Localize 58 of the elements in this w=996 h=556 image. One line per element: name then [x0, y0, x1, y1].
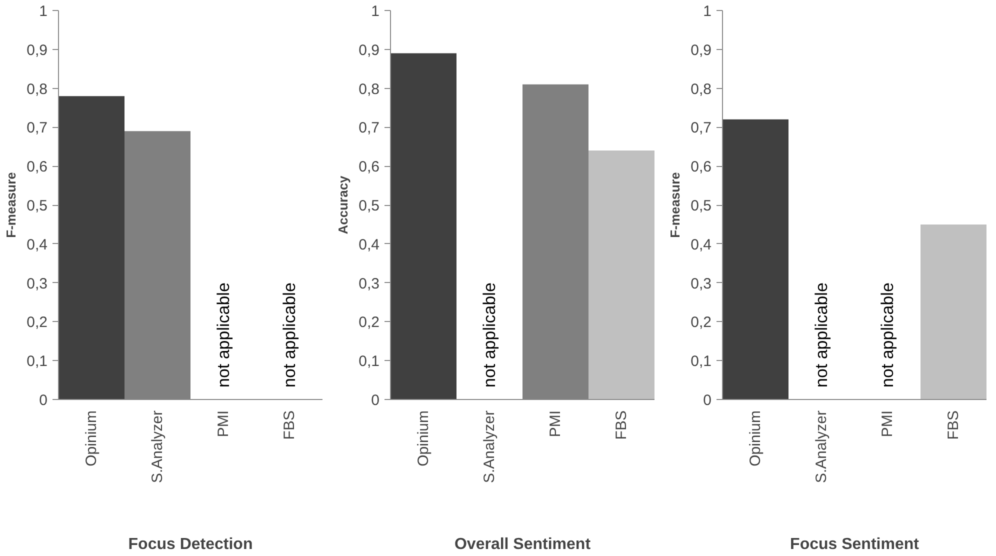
x-tick-label: FBS [945, 410, 962, 440]
x-axis-title: Focus Sentiment [790, 536, 920, 554]
x-tick-label: PMI [215, 410, 232, 438]
annotation: not applicable [878, 282, 897, 388]
y-tick-label: 0 [39, 392, 48, 409]
y-axis-title: F-measure [4, 172, 19, 238]
y-tick-label: 0,8 [26, 80, 48, 98]
y-tick-label: 0,9 [358, 42, 380, 59]
y-tick-label: 0,3 [690, 275, 712, 292]
y-tick-label: 0,5 [358, 198, 380, 214]
bar [390, 53, 456, 400]
y-axis-title: Accuracy [336, 174, 351, 234]
y-tick-label: 1 [371, 3, 380, 20]
y-tick-label: 1 [703, 3, 712, 20]
y-tick-label: 0,7 [690, 120, 712, 137]
x-axis-title: Focus Detection [128, 536, 253, 554]
x-tick-label: S.Analyzer [481, 410, 498, 484]
bar [588, 150, 654, 400]
annotation: not applicable [214, 282, 233, 388]
x-tick-label: S.Analyzer [149, 410, 166, 484]
x-tick-label: FBS [281, 410, 298, 440]
y-tick-label: 0,2 [26, 314, 48, 332]
y-tick-label: 0,3 [358, 275, 380, 292]
y-tick-label: 0,8 [358, 80, 380, 98]
y-tick-label: 0,1 [690, 353, 712, 370]
x-tick-label: FBS [613, 410, 630, 440]
x-tick-label: PMI [879, 410, 896, 438]
x-tick-label: Opinium [83, 410, 100, 466]
y-tick-label: 0,6 [26, 158, 48, 176]
y-tick-label: 0 [703, 392, 712, 409]
x-tick-label: Opinium [747, 410, 764, 466]
y-tick-label: 0,4 [26, 236, 48, 254]
y-tick-label: 0,4 [690, 236, 712, 254]
y-tick-label: 0,3 [26, 275, 48, 292]
y-tick-label: 0,5 [26, 198, 48, 214]
y-tick-label: 0,7 [358, 120, 380, 137]
y-tick-label: 0,7 [26, 120, 48, 137]
y-tick-label: 0,2 [358, 314, 380, 332]
y-tick-label: 0 [371, 392, 380, 409]
y-tick-label: 0,6 [358, 158, 380, 176]
y-tick-label: 0,4 [358, 236, 380, 254]
y-tick-label: 0,1 [26, 353, 48, 370]
y-tick-label: 0,5 [690, 198, 712, 214]
x-tick-label: PMI [547, 410, 564, 438]
y-tick-label: 0,9 [26, 42, 48, 59]
y-axis-title: F-measure [668, 172, 683, 238]
x-tick-label: S.Analyzer [813, 410, 830, 484]
x-tick-label: Opinium [415, 410, 432, 466]
y-tick-label: 0,2 [690, 314, 712, 332]
x-axis-title: Overall Sentiment [454, 536, 592, 554]
annotation: not applicable [812, 282, 831, 388]
y-tick-label: 0,9 [690, 42, 712, 59]
y-tick-label: 0,6 [690, 158, 712, 176]
y-tick-label: 0,1 [358, 353, 380, 370]
annotation: not applicable [480, 282, 499, 388]
annotation: not applicable [280, 282, 299, 388]
y-tick-label: 1 [39, 3, 48, 20]
y-tick-label: 0,8 [690, 80, 712, 98]
